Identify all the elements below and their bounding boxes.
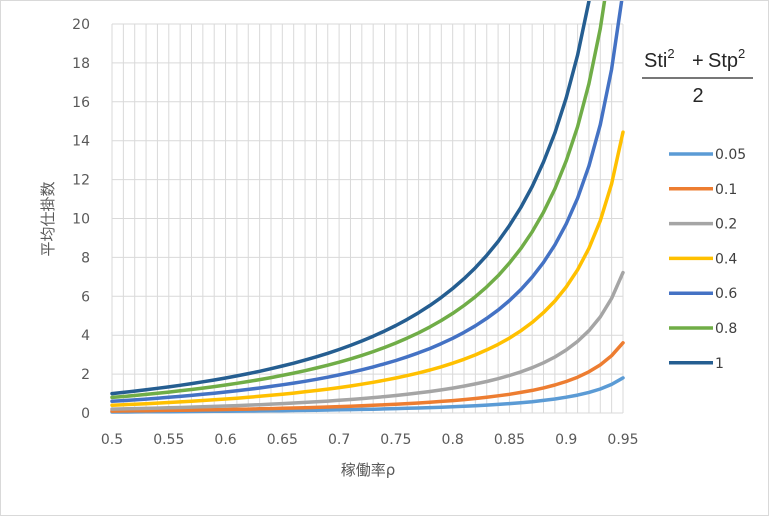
legend-title-plus: + xyxy=(692,50,704,72)
y-axis-title: 平均仕掛数 xyxy=(39,181,57,256)
legend-label: 0.2 xyxy=(715,217,737,233)
x-tick-label: 0.65 xyxy=(267,432,298,448)
legend-title-denominator: 2 xyxy=(692,85,703,107)
y-tick-label: 14 xyxy=(72,134,90,150)
legend-label: 0.8 xyxy=(715,321,737,337)
y-tick-label: 10 xyxy=(72,212,90,228)
x-tick-label: 0.6 xyxy=(214,432,236,448)
series-line-0-4 xyxy=(110,130,625,407)
legend: 0.05 0.1 0.2 0.4 0.6 0.8 1 xyxy=(669,147,746,372)
grid xyxy=(111,23,624,414)
legend-title: Sti2 + Stp2 2 xyxy=(642,46,753,107)
y-tick-label: 20 xyxy=(72,17,90,33)
legend-label: 0.4 xyxy=(715,251,737,267)
y-tick-label: 18 xyxy=(72,56,90,72)
y-tick-label: 2 xyxy=(81,367,90,383)
legend-title-sti: Sti2 xyxy=(644,46,675,72)
legend-label: 0.05 xyxy=(715,147,746,163)
series-line-0-1 xyxy=(110,341,625,413)
x-tick-label: 0.55 xyxy=(153,432,184,448)
legend-title-stp: Stp2 xyxy=(708,46,745,72)
x-tick-label: 0.5 xyxy=(101,432,123,448)
series-line-0-2 xyxy=(110,270,625,411)
y-tick-label: 8 xyxy=(81,250,90,266)
series-group xyxy=(110,1,625,414)
series-line-1 xyxy=(110,1,591,396)
legend-label: 1 xyxy=(715,356,724,372)
x-axis-title: 稼働率ρ xyxy=(341,461,396,479)
legend-label: 0.6 xyxy=(715,286,737,302)
y-tick-labels: 0 2 4 6 8 10 12 14 16 18 20 xyxy=(72,17,90,422)
y-tick-label: 12 xyxy=(72,173,90,189)
y-tick-label: 16 xyxy=(72,95,90,111)
series-line-0-6 xyxy=(110,1,624,404)
x-tick-label: 0.7 xyxy=(328,432,350,448)
x-tick-label: 0.95 xyxy=(607,432,638,448)
y-tick-label: 0 xyxy=(81,406,90,422)
series-line-0-8 xyxy=(110,1,607,400)
x-tick-label: 0.75 xyxy=(380,432,411,448)
legend-label: 0.1 xyxy=(715,182,737,198)
x-tick-label: 0.8 xyxy=(442,432,464,448)
y-tick-label: 4 xyxy=(81,328,90,344)
x-tick-labels: 0.5 0.55 0.6 0.65 0.7 0.75 0.8 0.85 0.9 0.95 xyxy=(101,432,639,448)
x-tick-label: 0.9 xyxy=(555,432,577,448)
y-tick-label: 6 xyxy=(81,289,90,305)
x-tick-label: 0.85 xyxy=(494,432,525,448)
